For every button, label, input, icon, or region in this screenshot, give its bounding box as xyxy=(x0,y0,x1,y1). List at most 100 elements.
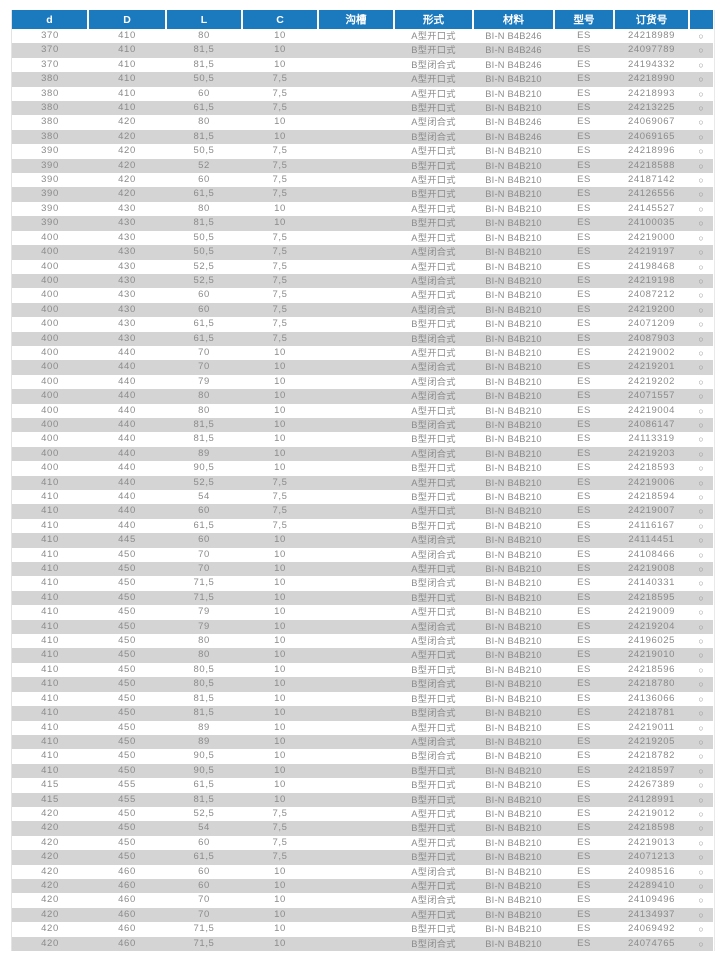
cell-form: B型开口式 xyxy=(411,852,456,863)
cell-form: A型开口式 xyxy=(411,607,456,618)
cell-d: 410 xyxy=(41,534,59,546)
cell-material: BI-N B4B210 xyxy=(485,376,542,387)
cell-form: B型闭合式 xyxy=(411,578,456,589)
cell-order-number: 24074765 xyxy=(627,937,676,949)
cell-model: ES xyxy=(577,375,591,387)
cell-model: ES xyxy=(577,447,591,459)
cell-d: 410 xyxy=(41,491,59,502)
cell-material: BI-N B4B210 xyxy=(485,103,542,114)
cell-L: 60 xyxy=(198,303,210,315)
cell-C: 10 xyxy=(274,433,286,445)
cell-form: B型开口式 xyxy=(411,823,456,834)
availability-icon: ○ xyxy=(698,218,704,229)
cell-model: ES xyxy=(577,231,591,243)
cell-groove xyxy=(318,793,394,807)
cell-model: ES xyxy=(577,678,591,690)
cell-model: ES xyxy=(577,58,591,70)
cell-model: ES xyxy=(577,563,591,575)
cell-D: 410 xyxy=(118,87,136,99)
cell-model: ES xyxy=(577,735,591,747)
cell-groove xyxy=(318,274,394,288)
cell-form: A型闭合式 xyxy=(411,866,456,877)
cell-groove xyxy=(318,303,394,317)
cell-groove xyxy=(318,317,394,331)
cell-D: 450 xyxy=(118,678,136,690)
availability-icon: ○ xyxy=(698,880,704,891)
cell-groove xyxy=(318,764,394,778)
availability-icon: ○ xyxy=(698,203,704,214)
cell-form: B型闭合式 xyxy=(411,938,456,949)
cell-order-number: 24071557 xyxy=(627,390,676,402)
cell-D: 430 xyxy=(118,332,136,344)
table-row: 410 450 80,5 10 B型闭合式 BI-N B4B210 ES 24218780 ○ xyxy=(12,677,713,692)
cell-L: 80 xyxy=(198,649,210,661)
column-header-availability xyxy=(689,10,713,29)
cell-form: B型开口式 xyxy=(411,924,456,935)
cell-order-number: 24071209 xyxy=(627,318,676,330)
table-row: 390 420 60 7,5 A型开口式 BI-N B4B210 ES 24187142 ○ xyxy=(12,173,713,188)
cell-model: ES xyxy=(577,116,591,128)
cell-C: 10 xyxy=(274,30,286,41)
cell-C: 7,5 xyxy=(272,476,288,488)
availability-icon: ○ xyxy=(698,751,704,762)
cell-material: BI-N B4B210 xyxy=(485,88,542,99)
cell-groove xyxy=(318,879,394,893)
cell-L: 70 xyxy=(198,908,210,920)
cell-L: 60 xyxy=(198,289,210,301)
cell-order-number: 24219011 xyxy=(628,721,675,733)
table-header: d D L C 沟槽 形式 材料 型号 订货号 xyxy=(12,10,713,29)
cell-order-number: 24098516 xyxy=(627,865,676,877)
cell-groove xyxy=(318,922,394,936)
cell-material: BI-N B4B210 xyxy=(485,765,542,776)
cell-material: BI-N B4B210 xyxy=(485,74,542,85)
table-row: 390 420 50,5 7,5 A型开口式 BI-N B4B210 ES 24218996 ○ xyxy=(12,144,713,159)
cell-L: 60 xyxy=(198,87,210,99)
table-row: 410 450 81,5 10 B型开口式 BI-N B4B210 ES 24136066 ○ xyxy=(12,691,713,707)
availability-icon: ○ xyxy=(698,664,704,675)
cell-model: ES xyxy=(577,289,591,301)
cell-L: 81,5 xyxy=(193,418,215,430)
cell-C: 7,5 xyxy=(272,289,288,301)
cell-material: BI-N B4B210 xyxy=(485,463,542,474)
cell-form: B型开口式 xyxy=(411,434,456,445)
cell-material: BI-N B4B210 xyxy=(485,535,542,546)
cell-D: 430 xyxy=(118,260,136,272)
cell-C: 7,5 xyxy=(272,188,288,200)
availability-icon: ○ xyxy=(698,405,704,416)
cell-model: ES xyxy=(577,807,591,819)
cell-d: 420 xyxy=(41,894,59,906)
cell-groove xyxy=(318,591,394,605)
availability-icon: ○ xyxy=(698,621,704,632)
availability-icon: ○ xyxy=(698,103,704,114)
availability-icon: ○ xyxy=(698,808,704,819)
cell-order-number: 24219197 xyxy=(627,246,676,258)
cell-d: 415 xyxy=(41,793,59,805)
cell-d: 410 xyxy=(41,548,59,560)
availability-icon: ○ xyxy=(698,693,704,704)
cell-order-number: 24218780 xyxy=(627,678,676,690)
cell-form: A型开口式 xyxy=(411,564,456,575)
cell-material: BI-N B4B210 xyxy=(485,708,542,719)
cell-order-number: 24219010 xyxy=(627,649,676,661)
cell-D: 455 xyxy=(118,793,136,805)
cell-form: A型开口式 xyxy=(411,909,456,920)
cell-material: BI-N B4B210 xyxy=(485,808,542,819)
cell-order-number: 24109496 xyxy=(627,894,676,906)
cell-groove xyxy=(318,216,394,230)
availability-icon: ○ xyxy=(698,607,704,618)
table-row: 420 450 52,5 7,5 A型开口式 BI-N B4B210 ES 24219012 ○ xyxy=(12,806,713,822)
cell-groove xyxy=(318,360,394,374)
cell-groove xyxy=(318,865,394,879)
cell-order-number: 24219013 xyxy=(627,836,676,848)
cell-groove xyxy=(318,893,394,907)
cell-material: BI-N B4B210 xyxy=(485,448,542,459)
cell-D: 450 xyxy=(118,663,136,675)
cell-D: 450 xyxy=(118,807,136,819)
cell-C: 10 xyxy=(274,894,286,906)
cell-C: 10 xyxy=(274,418,286,430)
cell-d: 410 xyxy=(41,721,59,733)
cell-groove xyxy=(318,735,394,749)
cell-material: BI-N B4B210 xyxy=(485,823,542,834)
cell-D: 420 xyxy=(118,159,136,171)
availability-icon: ○ xyxy=(698,146,704,157)
